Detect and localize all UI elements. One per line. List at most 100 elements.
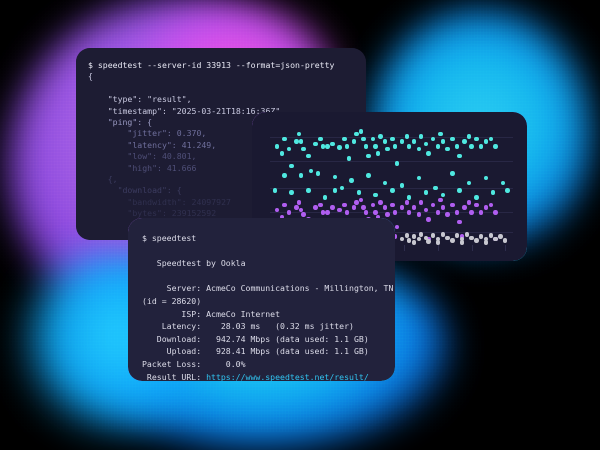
chart-point-download bbox=[454, 144, 460, 149]
chart-point-download bbox=[346, 156, 352, 161]
chart-point-download bbox=[313, 141, 318, 147]
chart-point-download bbox=[445, 146, 450, 152]
json-line: "type": "result", bbox=[88, 94, 192, 105]
chart-point-download bbox=[440, 139, 446, 144]
terminal-card-json-output[interactable]: $ speedtest --server-id 33913 --format=j… bbox=[76, 48, 366, 240]
chart-point-latency bbox=[483, 240, 489, 246]
chart-point-upload bbox=[478, 209, 484, 215]
chart-point-latency bbox=[454, 233, 460, 238]
summary-line: (id = 28620) bbox=[142, 295, 202, 306]
chart-point-latency bbox=[416, 236, 422, 242]
chart-point-latency bbox=[404, 233, 410, 238]
chart-point-download bbox=[361, 136, 366, 142]
chart-point-upload bbox=[361, 205, 366, 210]
chart-point-upload bbox=[330, 205, 335, 210]
summary-line: Speedtest by Ookla bbox=[142, 258, 246, 269]
chart-point-upload bbox=[370, 202, 376, 208]
json-line: "timestamp": "2025-03-21T18:16:36Z", bbox=[88, 105, 286, 116]
chart-point-upload bbox=[459, 234, 465, 239]
chart-point-download bbox=[469, 144, 474, 149]
chart-point-upload bbox=[454, 209, 460, 215]
chart-point-upload bbox=[411, 205, 417, 210]
chart-point-download bbox=[342, 136, 347, 142]
chart-point-download bbox=[438, 131, 443, 137]
summary-line: ISP: AcmeCo Internet bbox=[142, 308, 281, 319]
chart-point-download bbox=[483, 175, 489, 181]
chart-point-download bbox=[306, 153, 311, 159]
chart-point-upload bbox=[296, 200, 302, 205]
chart-point-upload bbox=[313, 205, 318, 210]
chart-point-download bbox=[483, 139, 489, 144]
chart-point-download bbox=[394, 161, 400, 166]
chart-point-upload bbox=[474, 202, 479, 208]
summary-line bbox=[142, 245, 395, 258]
chart-point-download bbox=[382, 139, 388, 144]
chart-point-upload bbox=[385, 212, 390, 217]
chart-point-download bbox=[282, 173, 287, 178]
chart-point-download bbox=[433, 185, 438, 191]
chart-point-download bbox=[450, 170, 455, 176]
chart-point-latency bbox=[399, 236, 405, 242]
chart-point-latency bbox=[464, 231, 470, 237]
chart-point-upload bbox=[450, 202, 455, 208]
result-url-link[interactable]: https://www.speedtest.net/result/ bbox=[206, 371, 369, 382]
chart-point-download bbox=[318, 136, 323, 142]
chart-point-latency bbox=[430, 233, 436, 238]
chart-point-latency bbox=[440, 231, 446, 237]
chart-point-latency bbox=[406, 238, 412, 243]
chart-point-upload bbox=[337, 207, 342, 213]
chart-point-download bbox=[330, 141, 335, 147]
chart-point-latency bbox=[426, 239, 431, 244]
chart-point-download bbox=[390, 188, 395, 193]
chart-point-download bbox=[298, 173, 304, 178]
chart-point-upload bbox=[430, 202, 436, 208]
chart-point-latency bbox=[478, 234, 484, 239]
chart-point-download bbox=[406, 144, 412, 149]
summary-line: Server: AcmeCo Communications - Millingt… bbox=[142, 283, 394, 294]
chart-point-download bbox=[390, 136, 395, 142]
json-line bbox=[88, 83, 366, 94]
chart-point-upload bbox=[438, 197, 443, 203]
chart-point-latency bbox=[435, 236, 441, 242]
chart-point-download bbox=[339, 185, 345, 191]
chart-point-latency bbox=[435, 240, 441, 246]
chart-point-upload bbox=[282, 202, 287, 208]
speedtest-summary-text: $ speedtest Speedtest by Ookla Server: A… bbox=[128, 218, 395, 381]
summary-line: Latency: 28.03 ms (0.32 ms jitter) bbox=[142, 321, 354, 332]
chart-point-download bbox=[274, 144, 280, 149]
chart-point-download bbox=[440, 192, 446, 198]
chart-point-download bbox=[505, 188, 510, 193]
chart-point-download bbox=[416, 146, 422, 152]
chart-point-upload bbox=[279, 214, 285, 220]
chart-point-download bbox=[322, 195, 328, 200]
chart-point-upload bbox=[466, 200, 472, 205]
chart-point-upload bbox=[392, 209, 398, 215]
chart-point-download bbox=[392, 144, 398, 149]
chart-point-download bbox=[478, 144, 484, 149]
chart-point-latency bbox=[469, 235, 474, 241]
chart-point-latency bbox=[411, 240, 417, 246]
chart-point-upload bbox=[406, 209, 412, 215]
chart-point-latency bbox=[423, 235, 429, 241]
chart-point-upload bbox=[462, 205, 467, 210]
chart-point-upload bbox=[418, 200, 424, 205]
chart-point-upload bbox=[445, 212, 450, 217]
chart-point-download bbox=[474, 195, 479, 200]
chart-point-upload bbox=[493, 209, 498, 215]
chart-point-download bbox=[488, 136, 494, 142]
chart-point-latency bbox=[493, 236, 498, 242]
chart-point-download bbox=[306, 188, 311, 193]
chart-point-download bbox=[430, 136, 436, 142]
terminal-card-result-summary[interactable]: $ speedtest Speedtest by Ookla Server: A… bbox=[128, 218, 396, 382]
chart-point-upload bbox=[426, 217, 431, 222]
chart-point-download bbox=[375, 151, 381, 156]
chart-point-download bbox=[462, 139, 467, 144]
chart-point-upload bbox=[390, 202, 395, 208]
chart-point-download bbox=[493, 144, 498, 149]
summary-line bbox=[142, 270, 395, 283]
chart-point-download bbox=[332, 174, 338, 180]
chart-point-upload bbox=[342, 202, 347, 208]
chart-point-upload bbox=[351, 205, 357, 210]
chart-point-download bbox=[366, 173, 371, 178]
